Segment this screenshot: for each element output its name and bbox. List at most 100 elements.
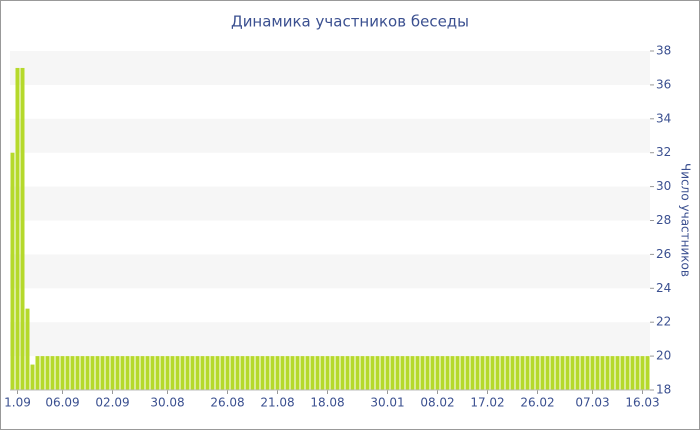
bar: [295, 356, 300, 390]
bar: [155, 356, 160, 390]
bar: [210, 356, 215, 390]
bar: [185, 356, 190, 390]
x-tick-label: 18.08: [310, 396, 344, 410]
bar: [270, 356, 275, 390]
bar: [385, 356, 390, 390]
x-tick-label: 16.03: [625, 396, 659, 410]
grid-band: [10, 322, 650, 357]
bar: [430, 356, 435, 390]
bar: [635, 356, 640, 390]
bar: [340, 356, 345, 390]
y-tick-label: 22: [656, 315, 671, 329]
bar: [625, 356, 630, 390]
bar: [550, 356, 555, 390]
bar: [275, 356, 280, 390]
bar: [225, 356, 230, 390]
bar: [205, 356, 210, 390]
bar: [145, 356, 150, 390]
bar: [465, 356, 470, 390]
bar: [80, 356, 85, 390]
bar: [420, 356, 425, 390]
bar: [35, 356, 40, 390]
bar: [605, 356, 610, 390]
bar: [405, 356, 410, 390]
bar: [305, 356, 310, 390]
bar: [475, 356, 480, 390]
bar: [630, 356, 635, 390]
x-tick-label: 1.09: [4, 396, 31, 410]
bar: [15, 67, 20, 390]
bar: [410, 356, 415, 390]
bar: [555, 356, 560, 390]
y-tick-label: 18: [656, 383, 671, 397]
bar: [565, 356, 570, 390]
chart-title: Динамика участников беседы: [231, 13, 469, 31]
bar: [125, 356, 130, 390]
bar: [505, 356, 510, 390]
bar: [425, 356, 430, 390]
bar: [115, 356, 120, 390]
bar: [575, 356, 580, 390]
bar: [150, 356, 155, 390]
bar: [180, 356, 185, 390]
bar: [195, 356, 200, 390]
grid-band: [10, 118, 650, 153]
bar: [300, 356, 305, 390]
bar: [40, 356, 45, 390]
y-tick-label: 30: [656, 179, 671, 193]
bar: [325, 356, 330, 390]
bar: [510, 356, 515, 390]
bar: [250, 356, 255, 390]
bar: [490, 356, 495, 390]
bar: [135, 356, 140, 390]
bar: [120, 356, 125, 390]
bar: [480, 356, 485, 390]
bar: [25, 308, 30, 390]
x-tick-label: 02.09: [95, 396, 129, 410]
bar: [365, 356, 370, 390]
bar: [535, 356, 540, 390]
bar: [105, 356, 110, 390]
bar: [315, 356, 320, 390]
bar: [60, 356, 65, 390]
bar: [200, 356, 205, 390]
bar: [330, 356, 335, 390]
bar: [265, 356, 270, 390]
bar: [520, 356, 525, 390]
bar: [515, 356, 520, 390]
bar: [230, 356, 235, 390]
bar: [65, 356, 70, 390]
bar: [160, 356, 165, 390]
bar: [55, 356, 60, 390]
bar: [140, 356, 145, 390]
bar: [525, 356, 530, 390]
bar: [545, 356, 550, 390]
bar: [460, 356, 465, 390]
bar: [130, 356, 135, 390]
bar: [110, 356, 115, 390]
bar: [595, 356, 600, 390]
bar: [540, 356, 545, 390]
bar: [580, 356, 585, 390]
bar: [30, 364, 35, 390]
x-tick-label: 26.02: [520, 396, 554, 410]
x-tick-label: 06.09: [45, 396, 79, 410]
bar: [90, 356, 95, 390]
bar: [530, 356, 535, 390]
bar: [100, 356, 105, 390]
bar: [375, 356, 380, 390]
y-tick-label: 20: [656, 349, 671, 363]
bar: [500, 356, 505, 390]
x-tick-label: 30.08: [150, 396, 184, 410]
bar: [285, 356, 290, 390]
bar: [370, 356, 375, 390]
y-tick-label: 28: [656, 213, 671, 227]
bar: [45, 356, 50, 390]
bar: [255, 356, 260, 390]
x-tick-label: 21.08: [260, 396, 294, 410]
grid-band: [10, 51, 650, 85]
bar: [600, 356, 605, 390]
bar: [260, 356, 265, 390]
bar: [235, 356, 240, 390]
